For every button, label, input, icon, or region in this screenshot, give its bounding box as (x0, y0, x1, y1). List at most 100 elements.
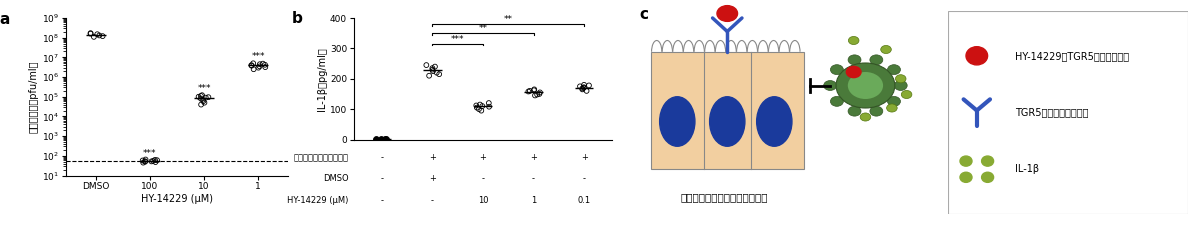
Point (572, 88, 592, 91)
Circle shape (716, 6, 738, 21)
Point (469, 107, 488, 111)
Point (199, 95, 218, 99)
Point (422, 66, 442, 70)
Point (136, 158, 155, 161)
Point (253, 62, 272, 65)
X-axis label: HY-14229 (μM): HY-14229 (μM) (142, 194, 214, 204)
Point (80, 32, 100, 36)
Circle shape (870, 55, 883, 65)
Text: -: - (380, 153, 383, 162)
Point (575, 86, 594, 89)
Point (145, 158, 164, 162)
FancyBboxPatch shape (948, 11, 1188, 214)
Point (422, 68, 442, 72)
Circle shape (836, 63, 895, 108)
Point (420, 74, 439, 77)
Point (430, 72, 449, 76)
Ellipse shape (660, 97, 695, 146)
Point (467, 104, 486, 107)
FancyBboxPatch shape (650, 52, 804, 169)
Point (194, 101, 214, 104)
Point (192, 93, 211, 97)
Point (146, 160, 166, 164)
Point (256, 63, 275, 67)
Point (376, 137, 395, 140)
Text: ***: *** (143, 149, 157, 158)
Point (256, 65, 275, 69)
Ellipse shape (709, 97, 745, 146)
Text: 0.1: 0.1 (577, 196, 590, 205)
Point (480, 105, 499, 108)
Point (133, 161, 152, 164)
Point (518, 90, 538, 93)
Circle shape (888, 65, 900, 74)
Point (416, 63, 436, 67)
Point (526, 94, 545, 97)
Text: 1: 1 (530, 196, 536, 205)
Point (524, 88, 544, 91)
Circle shape (830, 97, 844, 106)
Text: **: ** (479, 24, 487, 33)
Point (371, 137, 390, 141)
Point (250, 65, 269, 68)
Circle shape (823, 81, 836, 90)
Point (244, 61, 263, 65)
Text: ***: *** (197, 84, 211, 93)
Point (575, 83, 594, 87)
Circle shape (901, 90, 912, 99)
Point (577, 89, 596, 93)
Point (472, 109, 491, 112)
Point (80, 31, 100, 35)
Point (142, 160, 161, 163)
Point (427, 71, 446, 74)
Point (88, 32, 107, 36)
Text: DMSO: DMSO (323, 174, 349, 183)
Point (90, 34, 109, 37)
Point (136, 160, 155, 164)
Circle shape (846, 66, 862, 78)
Point (520, 89, 539, 93)
Circle shape (848, 36, 859, 45)
Text: -: - (583, 174, 586, 183)
Circle shape (848, 72, 883, 99)
Point (244, 68, 263, 71)
Point (191, 94, 210, 98)
Point (529, 92, 548, 96)
Text: +: + (428, 174, 436, 183)
Circle shape (848, 55, 862, 65)
Text: ウイルス増殖と炎症反応を抑制: ウイルス増殖と炎症反応を抑制 (680, 193, 768, 202)
Point (148, 158, 167, 162)
Point (376, 137, 395, 141)
Circle shape (960, 156, 972, 166)
Text: -: - (532, 174, 535, 183)
Circle shape (848, 106, 862, 116)
Point (136, 160, 155, 163)
Circle shape (982, 156, 994, 166)
Point (530, 91, 550, 94)
Text: +: + (428, 153, 436, 162)
Point (192, 103, 211, 106)
Text: -: - (380, 196, 383, 205)
Text: +: + (581, 153, 588, 162)
Point (366, 137, 385, 141)
Point (470, 103, 490, 106)
Point (144, 159, 163, 163)
Point (473, 104, 492, 108)
Point (580, 84, 599, 87)
Point (574, 86, 593, 90)
Point (193, 98, 212, 102)
Text: HY-14229（TGR5アゴニスト）: HY-14229（TGR5アゴニスト） (1015, 51, 1129, 61)
Point (524, 88, 544, 92)
Point (94, 34, 113, 38)
Y-axis label: ウイルス量（pfu/ml）: ウイルス量（pfu/ml） (29, 61, 40, 133)
Point (572, 87, 592, 90)
Point (194, 99, 214, 103)
Point (191, 97, 210, 100)
Point (196, 96, 215, 99)
Text: +: + (480, 153, 486, 162)
Ellipse shape (757, 97, 792, 146)
Point (241, 63, 260, 67)
Circle shape (888, 97, 900, 106)
Text: b: b (292, 11, 302, 26)
Point (528, 93, 547, 96)
